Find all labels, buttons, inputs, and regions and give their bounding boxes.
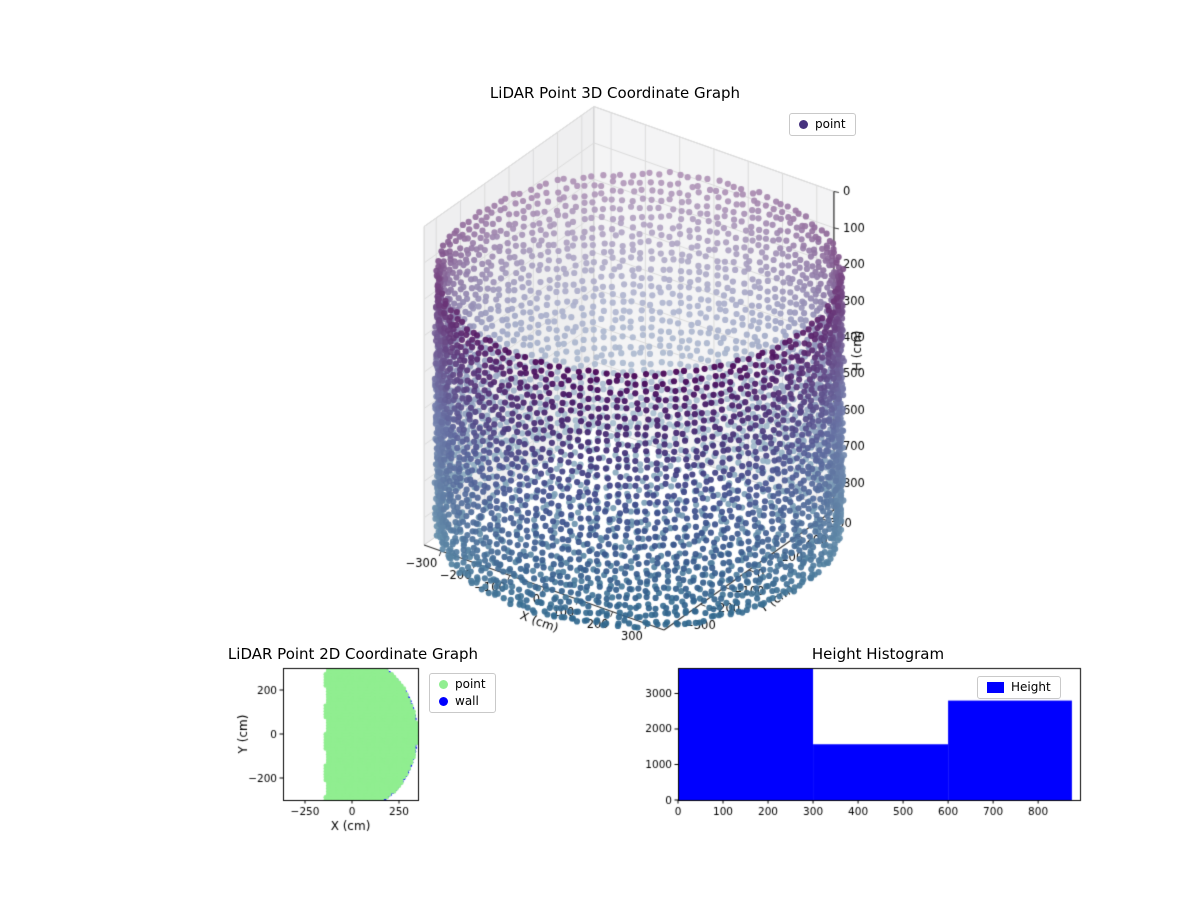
legend-label-point-2d: point (455, 677, 486, 691)
wall-marker-icon (439, 697, 448, 706)
legend-label-wall-2d: wall (455, 694, 479, 708)
scatter3d-legend: point (789, 113, 856, 136)
legend-label-point-3d: point (815, 117, 846, 131)
scatter2d-legend: point wall (429, 673, 496, 713)
point-marker-icon (799, 120, 808, 129)
histogram-canvas (615, 640, 1120, 860)
legend-entry-point-3d: point (799, 118, 846, 131)
point-marker-icon (439, 680, 448, 689)
scatter3d-title: LiDAR Point 3D Coordinate Graph (489, 84, 741, 102)
height-patch-icon (987, 682, 1004, 693)
legend-entry-height: Height (987, 681, 1051, 694)
legend-entry-wall-2d: wall (439, 695, 486, 708)
legend-entry-point-2d: point (439, 678, 486, 691)
scatter2d-canvas (225, 640, 565, 860)
histogram-title: Height Histogram (811, 645, 945, 663)
legend-label-height: Height (1011, 680, 1051, 694)
scatter2d-title: LiDAR Point 2D Coordinate Graph (227, 645, 479, 663)
scatter3d-canvas (380, 80, 925, 660)
histogram-legend: Height (977, 676, 1061, 699)
